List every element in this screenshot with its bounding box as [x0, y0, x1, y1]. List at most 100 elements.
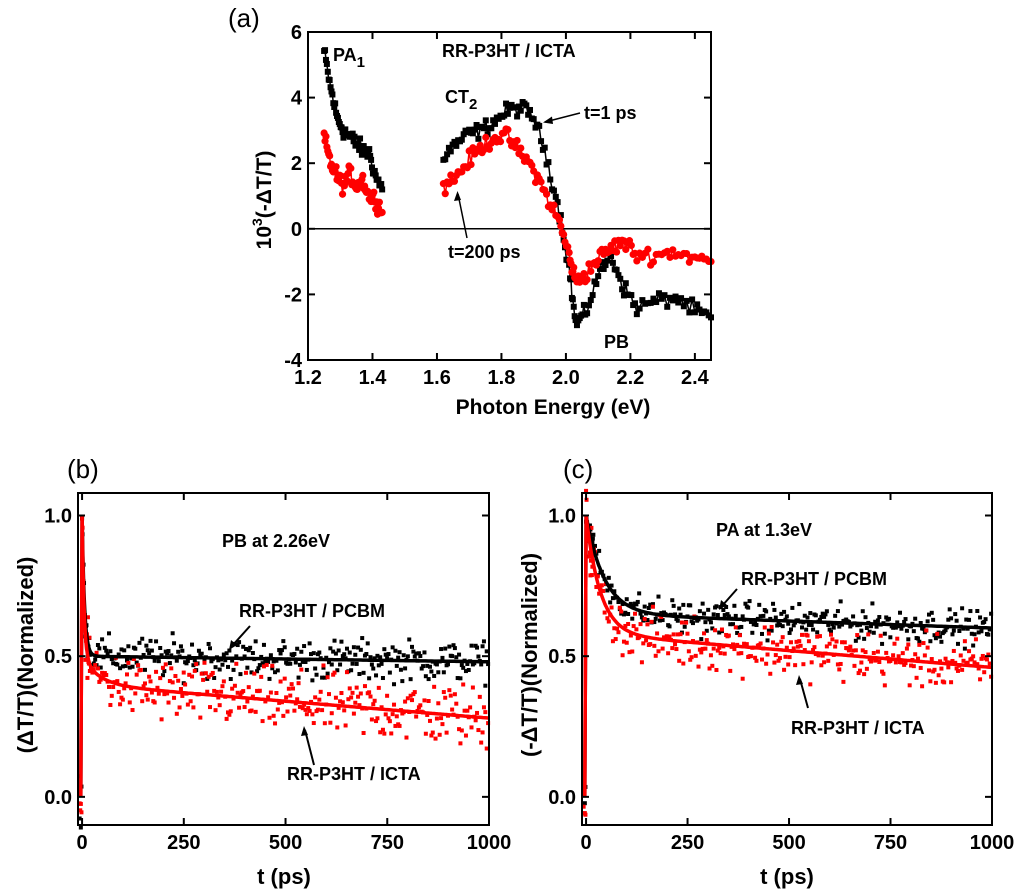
panel-a-point-t1ps	[694, 301, 701, 308]
panel-c-point-icta	[715, 648, 720, 653]
panel-b-point-pcbm	[416, 651, 421, 656]
panel-b-x-tick-label: 500	[269, 832, 302, 854]
panel-b-point-icta	[257, 688, 262, 693]
panel-c-point-icta	[581, 804, 586, 809]
panel-c-point-icta	[797, 639, 802, 644]
panel-c-point-icta	[627, 650, 632, 655]
panel-a-point-t200ps	[511, 144, 519, 152]
panel-b-point-pcbm	[166, 649, 171, 654]
panel-b-point-pcbm	[260, 661, 265, 666]
panel-b-point-pcbm	[475, 645, 480, 650]
panel-a: (a) 1.2 1.4 1.6 1.8 2.0 2.2 2.4 -4 -2 0 2 4 6 Photon…	[228, 3, 715, 419]
panel-b-point-icta	[434, 716, 439, 721]
panel-b-data-points	[77, 516, 491, 830]
panel-b-point-icta	[328, 720, 333, 725]
panel-b-point-pcbm	[127, 665, 132, 670]
panel-c-point-pcbm	[652, 620, 657, 625]
panel-c-point-icta	[645, 622, 650, 627]
panel-b-point-icta	[422, 698, 427, 703]
panel-b-point-pcbm	[104, 648, 109, 653]
panel-b-point-icta	[333, 695, 338, 700]
panel-b-point-pcbm	[361, 670, 366, 675]
panel-c-point-pcbm	[972, 632, 977, 637]
panel-c-point-pcbm	[926, 612, 931, 617]
panel-b-point-icta	[87, 668, 92, 673]
panel-a-point-t1ps	[538, 138, 545, 145]
panel-c-point-icta	[899, 660, 904, 665]
panel-c-point-icta	[718, 651, 723, 656]
t200ps-label: t=200 ps	[448, 242, 521, 262]
panel-c-point-pcbm	[946, 617, 951, 622]
panel-b-point-icta	[194, 662, 199, 667]
panel-c-point-pcbm	[650, 602, 655, 607]
panel-a-point-t200ps	[555, 216, 564, 224]
panel-c-point-icta	[777, 656, 782, 661]
panel-b-point-icta	[94, 650, 99, 655]
panel-c-point-icta	[918, 665, 923, 670]
panel-c-point-pcbm	[791, 623, 796, 628]
panel-b-point-pcbm	[238, 672, 243, 677]
panel-c-point-pcbm	[623, 610, 628, 615]
panel-c-point-icta	[766, 631, 771, 636]
panel-c-point-icta	[906, 642, 911, 647]
panel-b-point-pcbm	[336, 648, 341, 653]
panel-a-point-t200ps	[332, 163, 340, 171]
panel-c-point-pcbm	[626, 611, 631, 616]
panel-a-point-t1ps	[501, 112, 508, 119]
panel-c-point-icta	[860, 648, 865, 653]
panel-c-point-icta	[857, 668, 862, 673]
panel-a-point-t1ps	[453, 142, 460, 149]
panel-c-point-pcbm	[859, 628, 864, 633]
panel-b-point-icta	[480, 730, 485, 735]
panel-b-point-pcbm	[476, 654, 481, 659]
panel-c-point-pcbm	[782, 609, 787, 614]
panel-a-point-t1ps	[608, 253, 615, 260]
panel-b-point-pcbm	[386, 652, 391, 657]
panel-b-point-pcbm	[191, 663, 196, 668]
panel-c-point-pcbm	[950, 632, 955, 637]
panel-a-ticks: 1.2 1.4 1.6 1.8 2.0 2.2 2.4 -4 -2 0 2 4 6	[284, 22, 711, 389]
panel-b-icta-arrow-line	[304, 729, 315, 766]
panel-a-y-axis-label-base: 10	[253, 226, 276, 249]
panel-b-point-icta	[299, 667, 304, 672]
panel-a-point-t1ps	[683, 297, 690, 304]
panel-a-point-t1ps	[490, 117, 497, 124]
panel-c-point-icta	[606, 619, 611, 624]
panel-a-point-t200ps	[537, 178, 545, 186]
panel-c-point-pcbm	[833, 613, 838, 618]
panel-c-point-icta	[969, 656, 974, 661]
panel-c-point-pcbm	[960, 606, 965, 611]
panel-b-point-pcbm	[400, 679, 405, 684]
panel-a-point-t1ps	[366, 146, 373, 153]
panel-b-point-icta	[385, 693, 390, 698]
panel-b-point-icta	[126, 660, 131, 665]
panel-b-point-icta	[465, 708, 470, 713]
panel-c: (c) 0 250 500 750 1000 0.0 0.5 1.0 t (ps) (-ΔT/…	[517, 454, 1014, 889]
panel-b-point-icta	[160, 665, 165, 670]
panel-c-point-icta	[971, 654, 976, 659]
panel-b-point-icta	[214, 689, 219, 694]
panel-c-point-pcbm	[983, 617, 988, 622]
panel-b-point-icta	[350, 690, 355, 695]
panel-b-point-pcbm	[463, 669, 468, 674]
panel-c-point-icta	[791, 646, 796, 651]
panel-b-point-pcbm	[484, 649, 489, 654]
panel-c-point-pcbm	[840, 622, 845, 627]
panel-b-point-icta	[199, 671, 204, 676]
panel-c-point-icta	[979, 656, 984, 661]
panel-b-point-icta	[224, 716, 229, 721]
panel-c-point-icta	[929, 657, 934, 662]
panel-b-point-pcbm	[267, 676, 272, 681]
panel-b-point-icta	[250, 694, 255, 699]
panel-a-point-t1ps	[523, 102, 530, 109]
panel-a-point-t200ps	[570, 263, 578, 272]
panel-c-icta-arrow-head	[796, 675, 803, 685]
panel-c-point-pcbm	[630, 616, 635, 621]
panel-b-point-icta	[167, 679, 172, 684]
panel-c-point-pcbm	[726, 614, 731, 619]
panel-c-point-pcbm	[870, 601, 875, 606]
panel-c-point-pcbm	[928, 639, 933, 644]
panel-b-point-pcbm	[350, 661, 355, 666]
panel-b-point-pcbm	[344, 646, 349, 651]
panel-c-point-icta	[762, 625, 767, 630]
